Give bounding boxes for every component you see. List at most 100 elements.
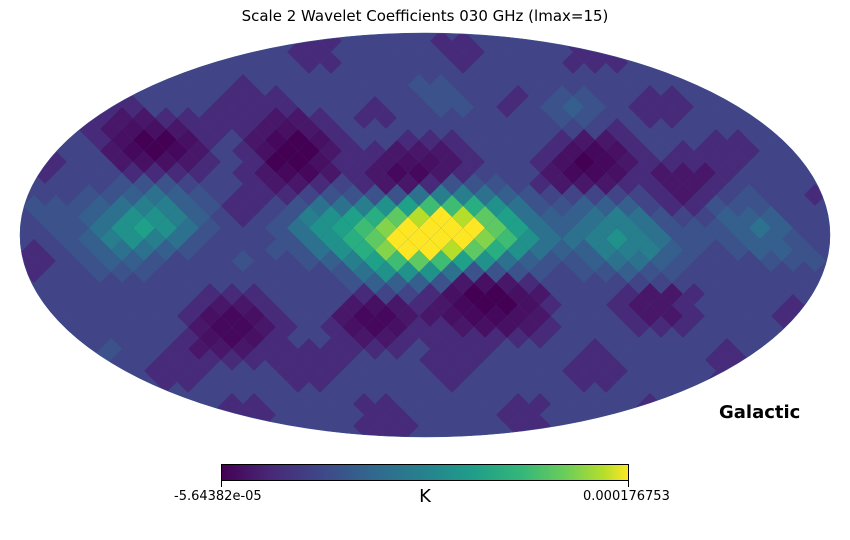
map-pixel (20, 96, 34, 118)
map-pixel (34, 118, 56, 140)
map-pixel (23, 63, 45, 85)
map-pixel (683, 393, 705, 415)
map-pixel (20, 327, 23, 349)
map-pixel (67, 371, 89, 393)
map-pixel (20, 415, 23, 437)
map-pixel (793, 129, 815, 151)
map-pixel (23, 107, 45, 129)
map-pixel (23, 85, 45, 107)
map-pixel (23, 393, 45, 415)
map-pixel (20, 107, 23, 129)
map-pixel (661, 41, 683, 63)
map-pixel (23, 371, 45, 393)
map-pixel (20, 118, 34, 140)
map-pixel (815, 305, 830, 327)
map-pixel (133, 393, 155, 415)
map-pixel (826, 162, 830, 184)
map-pixel (628, 426, 650, 437)
map-pixel (573, 33, 595, 41)
map-pixel (826, 382, 830, 404)
map-pixel (20, 371, 23, 393)
map-pixel (639, 33, 661, 41)
map-pixel (23, 415, 45, 437)
map-pixel (606, 33, 628, 52)
map-pixel (122, 33, 144, 52)
map-pixel (210, 426, 232, 437)
map-pixel (20, 316, 34, 338)
map-pixel (815, 63, 830, 85)
map-pixel (804, 52, 826, 74)
coordinate-system-label: Galactic (719, 402, 801, 423)
map-pixel (738, 426, 760, 437)
map-pixel (122, 404, 144, 426)
map-pixel (760, 33, 782, 52)
map-pixel (562, 426, 584, 437)
map-pixel (672, 33, 694, 52)
map-pixel (199, 41, 221, 63)
map-pixel (34, 52, 56, 74)
map-pixel (20, 338, 34, 360)
map-pixel (771, 33, 793, 41)
map-pixel (793, 85, 815, 107)
map-pixel (540, 426, 562, 437)
map-pixel (782, 74, 804, 96)
map-pixel (177, 41, 199, 63)
map-pixel (56, 74, 78, 96)
map-pixel (23, 41, 45, 63)
map-pixel (100, 74, 122, 96)
map-pixel (34, 426, 56, 437)
map-pixel (793, 107, 815, 129)
map-pixel (67, 349, 89, 371)
map-pixel (650, 33, 672, 52)
map-title: Scale 2 Wavelet Coefficients 030 GHz (lm… (241, 7, 609, 25)
map-pixel (67, 85, 89, 107)
map-pixel (20, 217, 23, 239)
map-pixel (122, 382, 144, 404)
map-pixel (155, 41, 177, 63)
map-pixel (804, 338, 826, 360)
map-pixel (826, 74, 830, 96)
map-pixel (650, 404, 672, 426)
map-pixel (89, 393, 111, 415)
map-pixel (727, 371, 749, 393)
map-pixel (738, 74, 760, 96)
map-pixel (826, 294, 830, 316)
map-pixel (23, 129, 45, 151)
map-pixel (804, 316, 826, 338)
map-pixel (683, 415, 705, 437)
map-pixel (606, 426, 628, 437)
map-pixel (45, 41, 67, 63)
map-pixel (760, 360, 782, 382)
map-pixel (20, 41, 23, 63)
map-pixel (23, 327, 45, 349)
map-pixel (617, 33, 639, 41)
map-pixel (760, 96, 782, 118)
colorbar (221, 464, 629, 481)
map-pixel (672, 404, 694, 426)
map-pixel (705, 41, 727, 63)
map-pixel (20, 129, 23, 151)
map-pixel (133, 63, 155, 85)
map-pixel (782, 360, 804, 382)
map-pixel (23, 33, 45, 41)
map-pixel (628, 33, 650, 52)
map-pixel (34, 382, 56, 404)
map-pixel (782, 426, 804, 437)
map-pixel (408, 426, 430, 437)
map-pixel (20, 404, 34, 426)
map-pixel (20, 173, 23, 195)
map-pixel (89, 33, 111, 41)
map-pixel (815, 327, 830, 349)
map-pixel (749, 85, 771, 107)
map-pixel (20, 393, 23, 415)
map-pixel (782, 52, 804, 74)
map-pixel (111, 415, 133, 437)
map-pixel (232, 426, 254, 437)
map-pixel (661, 415, 683, 437)
map-pixel (771, 371, 793, 393)
map-pixel (793, 349, 815, 371)
map-pixel (133, 415, 155, 437)
map-pixel (760, 52, 782, 74)
map-pixel (826, 33, 830, 52)
